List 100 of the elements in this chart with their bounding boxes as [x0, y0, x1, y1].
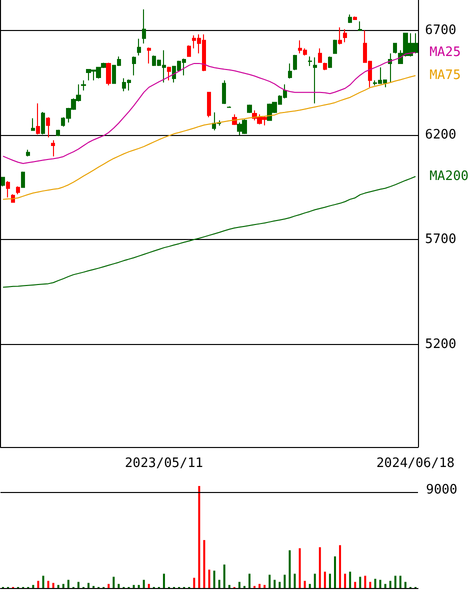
bar — [203, 540, 206, 588]
x-tick-label: 2023/05/11 — [124, 456, 204, 471]
bar — [274, 580, 276, 588]
bar — [112, 576, 115, 588]
line-series — [2, 176, 416, 288]
y-tick-label: 5700 — [425, 232, 456, 248]
bar — [349, 572, 352, 588]
bar — [138, 584, 140, 588]
bar — [223, 564, 226, 588]
candlestick — [16, 186, 20, 195]
bar — [384, 584, 386, 588]
bar — [268, 574, 271, 588]
bar — [288, 550, 291, 588]
bar — [318, 547, 321, 588]
candlestick — [41, 112, 45, 135]
bar — [228, 584, 230, 588]
candlestick — [323, 62, 327, 71]
bar — [364, 576, 366, 588]
bar — [278, 582, 281, 588]
candlestick — [21, 171, 25, 188]
bar — [238, 582, 240, 588]
candlestick — [313, 56, 317, 104]
candlestick — [393, 42, 397, 54]
candlestick — [207, 91, 211, 118]
bar — [213, 570, 216, 588]
bar — [324, 572, 326, 588]
bar — [248, 574, 250, 588]
bar — [118, 584, 120, 588]
candlestick — [137, 38, 141, 56]
series-label: MA200 — [429, 168, 469, 184]
bar — [389, 580, 392, 588]
series-label: MA25 — [429, 44, 461, 60]
bar — [298, 548, 301, 588]
candlestick — [187, 44, 191, 58]
bar — [344, 574, 346, 588]
candlestick — [348, 14, 352, 24]
line-series — [2, 75, 416, 200]
bar — [308, 584, 311, 588]
x-tick-label: 2024/06/18 — [376, 456, 455, 471]
bar — [208, 570, 210, 588]
bar — [314, 574, 316, 588]
candlestick — [56, 129, 60, 137]
candlestick — [318, 48, 322, 64]
bar — [334, 556, 336, 588]
bar — [142, 580, 145, 588]
bar — [394, 576, 396, 588]
bar — [52, 582, 54, 588]
candlestick — [358, 20, 362, 31]
candlestick — [106, 62, 111, 86]
candlestick — [147, 47, 151, 64]
bar — [399, 576, 402, 588]
candlestick — [288, 62, 292, 80]
bar — [404, 582, 406, 588]
candlestick — [333, 39, 337, 54]
candlestick — [81, 80, 86, 91]
candlestick — [293, 54, 297, 71]
bar — [198, 486, 200, 588]
bar — [379, 580, 382, 588]
candlestick — [142, 8, 146, 44]
bar — [132, 584, 135, 588]
y-tick-label: 6700 — [425, 22, 456, 38]
bar — [77, 582, 80, 588]
bar — [47, 580, 50, 588]
bar — [264, 584, 266, 588]
bar — [328, 574, 331, 588]
candlestick — [353, 16, 357, 20]
candlestick — [308, 56, 312, 66]
bar — [62, 584, 64, 588]
bar — [258, 584, 261, 588]
candlestick — [132, 56, 136, 76]
y-tick-label: 5200 — [425, 336, 456, 352]
candlestick — [167, 66, 171, 81]
bar — [88, 582, 90, 588]
bar — [57, 584, 60, 588]
candlestick — [1, 176, 5, 187]
bar — [339, 545, 342, 588]
candlestick — [227, 106, 231, 108]
candlestick — [6, 180, 10, 198]
bar — [369, 582, 372, 588]
bar — [359, 576, 362, 588]
bar — [67, 580, 70, 588]
y-tick-label: 6200 — [425, 128, 456, 143]
candlestick — [36, 102, 40, 135]
candlestick — [388, 52, 392, 83]
candlestick — [222, 80, 226, 105]
bar — [32, 584, 34, 588]
candlestick — [338, 26, 342, 45]
candlestick — [328, 56, 332, 69]
bar — [193, 578, 196, 588]
candlestick — [26, 149, 30, 157]
candlestick — [31, 118, 35, 132]
bar — [284, 574, 286, 588]
candlestick — [343, 28, 347, 43]
bar — [162, 574, 165, 588]
bar — [294, 574, 296, 588]
bar — [374, 578, 376, 588]
series-label: MA75 — [429, 68, 461, 84]
bar — [148, 584, 150, 588]
candlestick — [46, 116, 50, 138]
candlestick — [51, 140, 55, 157]
